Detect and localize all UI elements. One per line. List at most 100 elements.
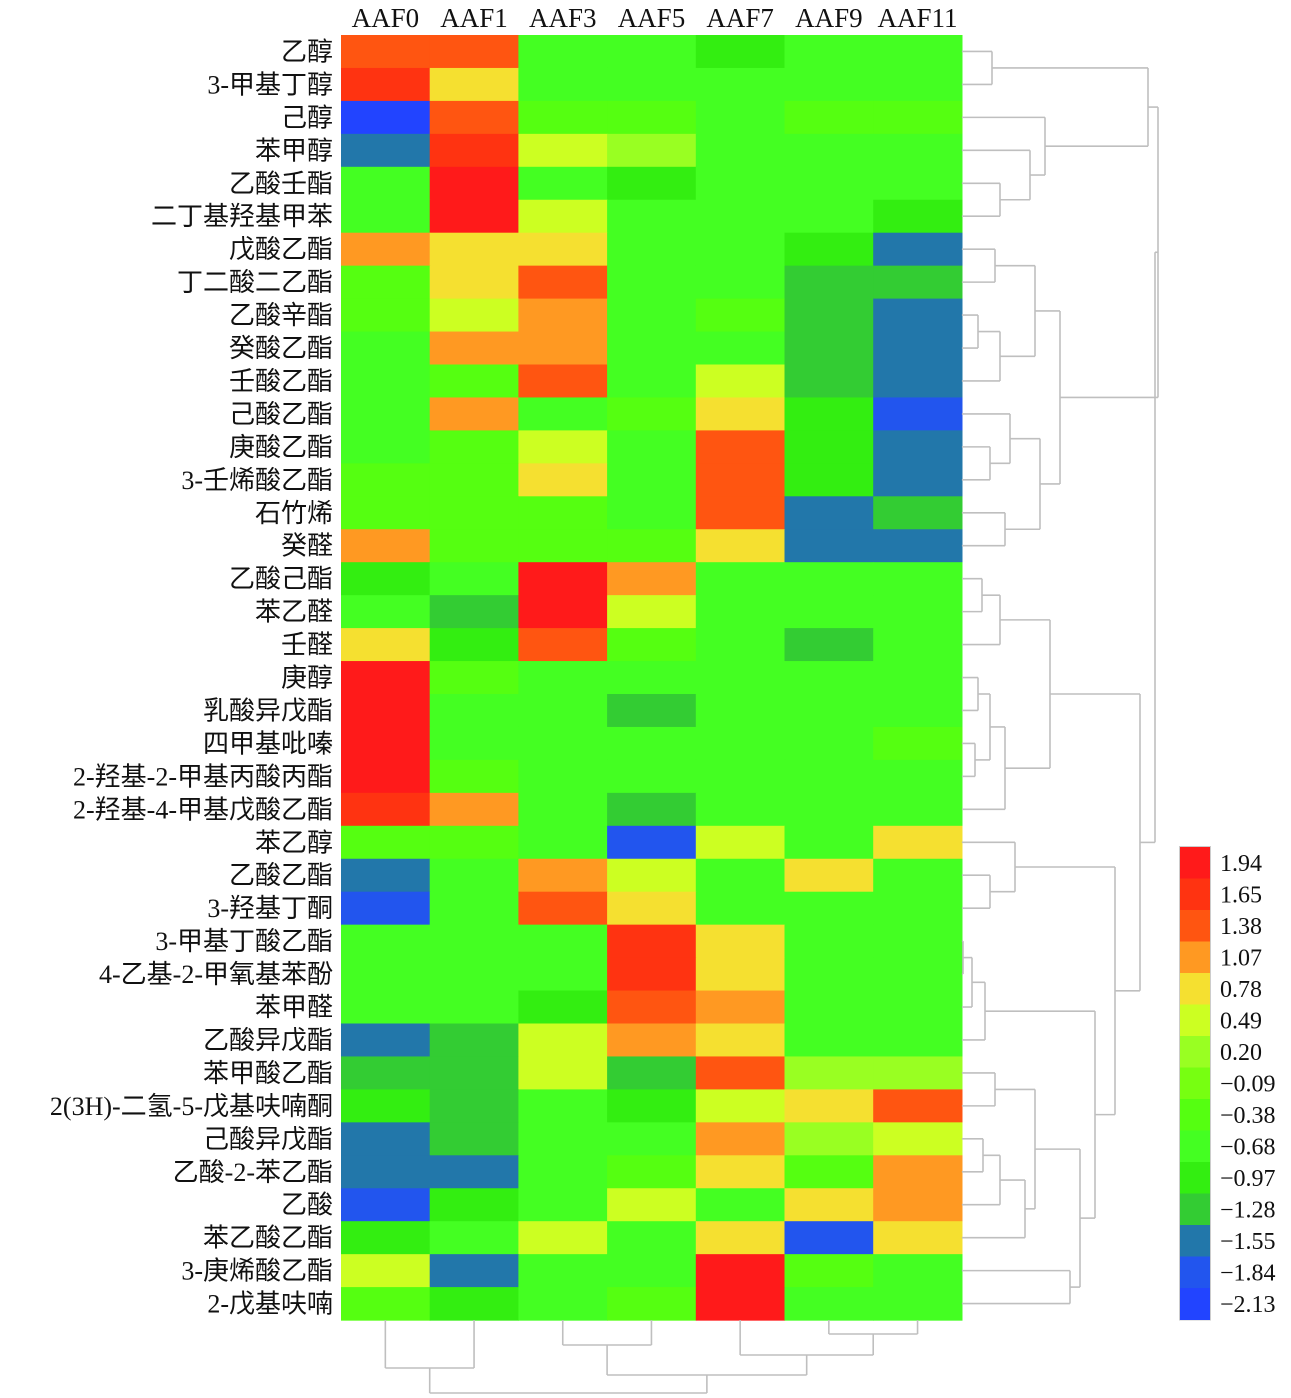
row-label: 戊酸乙酯 <box>229 235 333 264</box>
heatmap-cell <box>873 529 963 563</box>
row-label: 3-壬烯酸乙酯 <box>181 466 333 495</box>
heatmap-cell <box>429 496 519 530</box>
heatmap-cell <box>518 100 608 135</box>
heatmap-cell <box>607 1221 697 1255</box>
row-labels: 乙醇 3-甲基丁醇己醇苯甲醇乙酸壬酯二丁基羟基甲苯戊酸乙酯丁二酸二乙酯乙酸辛酯癸酸… <box>50 37 333 1318</box>
heatmap-cell <box>429 430 519 464</box>
column-dendrogram <box>384 1320 919 1394</box>
row-label: 己醇 <box>281 103 333 132</box>
heatmap-cell <box>784 67 874 102</box>
heatmap-cell <box>518 661 608 695</box>
heatmap-cell <box>518 825 608 860</box>
heatmap-cell <box>873 957 963 992</box>
heatmap-cell <box>784 1056 874 1090</box>
heatmap-cell <box>518 694 608 728</box>
column-label-aaf11: AAF11 <box>878 3 958 33</box>
legend-swatch <box>1180 878 1210 911</box>
heatmap-cell <box>607 1155 697 1189</box>
heatmap-cell <box>873 694 963 728</box>
heatmap-cell <box>607 726 697 761</box>
heatmap-cell <box>784 364 874 399</box>
heatmap-cell <box>607 924 697 959</box>
heatmap-cell <box>695 199 786 234</box>
row-label: 癸酸乙酯 <box>229 334 333 363</box>
heatmap-cell <box>784 1287 874 1321</box>
heatmap-cell <box>784 166 874 201</box>
heatmap-cell <box>429 166 519 201</box>
heatmap-cell <box>784 1221 874 1255</box>
heatmap-cell <box>695 595 786 629</box>
legend-swatch <box>1180 1130 1210 1163</box>
heatmap-cell <box>341 1089 431 1123</box>
legend-swatch <box>1180 1256 1210 1289</box>
heatmap-cell <box>695 562 786 596</box>
heatmap-cell <box>607 232 697 267</box>
heatmap-cell <box>518 858 608 893</box>
heatmap-cell <box>429 265 519 300</box>
row-label: 苯乙醇 <box>255 828 333 857</box>
heatmap-cell <box>429 35 519 69</box>
heatmap-cell <box>784 265 874 300</box>
heatmap-cell <box>429 990 519 1025</box>
row-label: 乙醇 <box>281 37 333 66</box>
heatmap-cell <box>784 1122 874 1156</box>
row-label: 2-羟基-4-甲基戊酸乙酯 <box>73 795 333 824</box>
heatmap-cell <box>518 67 608 102</box>
heatmap-cell <box>695 694 786 728</box>
heatmap-cell <box>695 628 786 662</box>
heatmap-cell <box>873 1254 963 1288</box>
heatmap-cell <box>695 430 786 464</box>
heatmap-cell <box>695 759 786 794</box>
heatmap-cell <box>873 430 963 464</box>
heatmap-cell <box>518 364 608 399</box>
legend-label: 0.78 <box>1220 977 1262 1003</box>
heatmap-cell <box>429 858 519 893</box>
heatmap-cell <box>607 1056 697 1090</box>
heatmap-cell <box>607 792 697 827</box>
legend-label: −2.13 <box>1220 1292 1276 1318</box>
heatmap-cell <box>607 1254 697 1288</box>
heatmap-cell <box>873 858 963 893</box>
heatmap-cell <box>518 397 608 431</box>
heatmap-cell <box>341 166 431 201</box>
heatmap-cell <box>518 1122 608 1156</box>
heatmap-cell <box>607 364 697 399</box>
heatmap-cell <box>341 562 431 596</box>
heatmap-cell <box>429 694 519 728</box>
heatmap-cell <box>695 1023 786 1058</box>
heatmap-cell <box>607 628 697 662</box>
heatmap-cell <box>873 726 963 761</box>
heatmap-cell <box>607 759 697 794</box>
heatmap-cell <box>341 496 431 530</box>
heatmap-cell <box>873 924 963 959</box>
heatmap-cell <box>695 957 786 992</box>
heatmap-cell <box>695 1122 786 1156</box>
legend-swatch <box>1180 1225 1210 1257</box>
heatmap-cell <box>518 1254 608 1288</box>
heatmap-cell <box>607 331 697 366</box>
heatmap-cell <box>607 463 697 497</box>
heatmap-cell <box>341 364 431 399</box>
heatmap-cell <box>607 990 697 1025</box>
heatmap-cell <box>695 990 786 1025</box>
heatmap-cell <box>429 199 519 234</box>
heatmap-cell <box>518 562 608 596</box>
heatmap-cell <box>429 628 519 662</box>
heatmap-cell <box>429 595 519 629</box>
heatmap-cell <box>784 661 874 695</box>
row-label: 乙酸己酯 <box>229 565 333 594</box>
heatmap-cell <box>784 133 874 168</box>
heatmap-cell <box>695 1287 786 1321</box>
heatmap-cell <box>429 891 519 926</box>
row-label: 癸醛 <box>281 532 333 561</box>
heatmap-cell <box>341 661 431 695</box>
heatmap-cell <box>341 232 431 267</box>
heatmap-cell <box>873 133 963 168</box>
heatmap-cell <box>518 1023 608 1058</box>
legend-swatch <box>1180 1162 1210 1194</box>
legend-label: 1.07 <box>1220 945 1262 971</box>
heatmap-cell <box>518 298 608 333</box>
row-label: 苯乙酸乙酯 <box>203 1224 333 1253</box>
heatmap-cell <box>341 67 431 102</box>
heatmap-cell <box>607 957 697 992</box>
